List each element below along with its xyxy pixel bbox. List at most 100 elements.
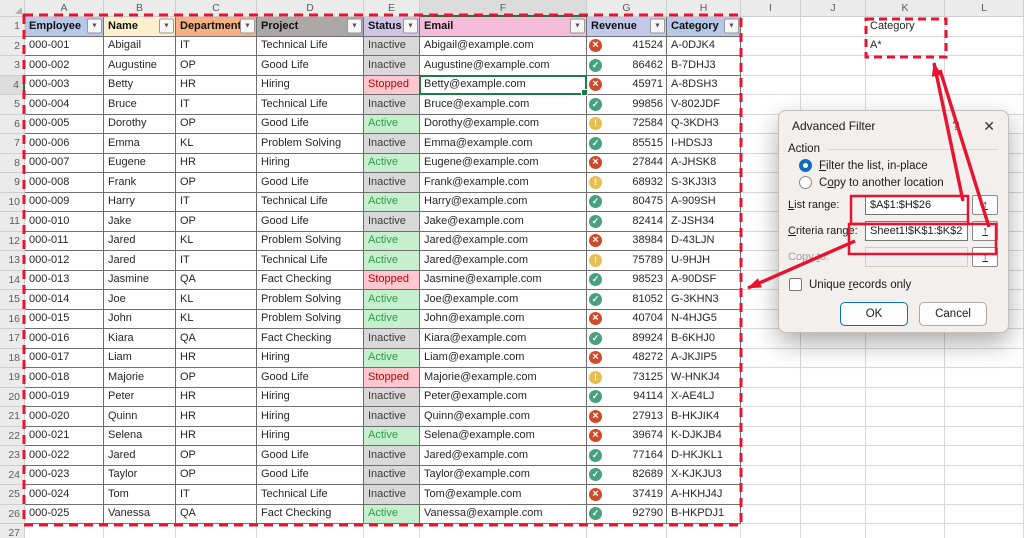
cell-email-F15[interactable]: Joe@example.com: [420, 290, 587, 310]
cell-employee-A6[interactable]: 000-005: [25, 114, 104, 134]
cell-employee-A10[interactable]: 000-009: [25, 192, 104, 212]
cell-employee-A2[interactable]: 000-001: [25, 36, 104, 56]
cell-revenue-G15[interactable]: ✓ 81052: [587, 290, 667, 310]
cell-L26[interactable]: [945, 504, 1024, 524]
cell-project-D17[interactable]: Fact Checking: [257, 329, 364, 349]
cell-status-E24[interactable]: Inactive: [364, 465, 420, 485]
cell-project-D13[interactable]: Technical Life: [257, 251, 364, 271]
cell-status-E14[interactable]: Stopped: [364, 270, 420, 290]
filter-dropdown-icon-revenue[interactable]: ▼: [650, 18, 665, 34]
cell-email-F8[interactable]: Eugene@example.com: [420, 153, 587, 173]
cell-L27[interactable]: [945, 524, 1024, 538]
cell-I3[interactable]: [741, 56, 801, 76]
column-header-e[interactable]: E: [364, 0, 420, 17]
cell-status-E11[interactable]: Inactive: [364, 212, 420, 232]
cell-status-E9[interactable]: Inactive: [364, 173, 420, 193]
cell-I24[interactable]: [741, 465, 801, 485]
cell-revenue-G22[interactable]: × 39674: [587, 426, 667, 446]
cell-department-C23[interactable]: OP: [176, 446, 257, 466]
cell-employee-A15[interactable]: 000-014: [25, 290, 104, 310]
cell-category-H14[interactable]: A-90DSF: [667, 270, 741, 290]
cell-name-B3[interactable]: Augustine: [104, 56, 176, 76]
cell-J19[interactable]: [801, 368, 866, 388]
cell-status-E17[interactable]: Inactive: [364, 329, 420, 349]
cell-K4[interactable]: [866, 75, 945, 95]
cell-G27[interactable]: [587, 524, 667, 538]
cell-L25[interactable]: [945, 485, 1024, 505]
cell-department-C24[interactable]: OP: [176, 465, 257, 485]
filter-dropdown-icon-category[interactable]: ▼: [724, 18, 739, 34]
cell-I20[interactable]: [741, 387, 801, 407]
cell-status-E12[interactable]: Active: [364, 231, 420, 251]
cell-revenue-G2[interactable]: × 41524: [587, 36, 667, 56]
cell-department-C16[interactable]: KL: [176, 309, 257, 329]
row-header-9[interactable]: 9: [0, 173, 25, 193]
cell-status-E21[interactable]: Inactive: [364, 407, 420, 427]
cell-email-F17[interactable]: Kiara@example.com: [420, 329, 587, 349]
cell-revenue-G7[interactable]: ✓ 85515: [587, 134, 667, 154]
cell-department-C3[interactable]: OP: [176, 56, 257, 76]
filter-dropdown-icon-project[interactable]: ▼: [347, 18, 362, 34]
cell-L1[interactable]: [945, 17, 1024, 37]
radio-copy-to-location[interactable]: Copy to another location: [799, 176, 998, 189]
cell-department-C21[interactable]: HR: [176, 407, 257, 427]
cell-L18[interactable]: [945, 348, 1024, 368]
cell-email-F20[interactable]: Peter@example.com: [420, 387, 587, 407]
cell-email-F13[interactable]: Jared@example.com: [420, 251, 587, 271]
cell-employee-A5[interactable]: 000-004: [25, 95, 104, 115]
cell-project-D22[interactable]: Hiring: [257, 426, 364, 446]
row-header-16[interactable]: 16: [0, 309, 25, 329]
row-header-10[interactable]: 10: [0, 192, 25, 212]
cell-category-H11[interactable]: Z-JSH34: [667, 212, 741, 232]
cell-project-D3[interactable]: Good Life: [257, 56, 364, 76]
row-header-1[interactable]: 1: [0, 17, 25, 37]
cell-revenue-G8[interactable]: × 27844: [587, 153, 667, 173]
cell-status-E7[interactable]: Inactive: [364, 134, 420, 154]
cell-K18[interactable]: [866, 348, 945, 368]
cell-email-F9[interactable]: Frank@example.com: [420, 173, 587, 193]
cell-employee-A11[interactable]: 000-010: [25, 212, 104, 232]
cell-employee-A13[interactable]: 000-012: [25, 251, 104, 271]
cell-revenue-G20[interactable]: ✓ 94114: [587, 387, 667, 407]
cell-name-B7[interactable]: Emma: [104, 134, 176, 154]
cell-email-F11[interactable]: Jake@example.com: [420, 212, 587, 232]
cell-department-C6[interactable]: OP: [176, 114, 257, 134]
cell-project-D9[interactable]: Good Life: [257, 173, 364, 193]
cell-department-C18[interactable]: HR: [176, 348, 257, 368]
cell-category-H25[interactable]: A-HKHJ4J: [667, 485, 741, 505]
filter-header-revenue[interactable]: Revenue ▼: [587, 17, 667, 37]
cell-employee-A18[interactable]: 000-017: [25, 348, 104, 368]
cell-email-F25[interactable]: Tom@example.com: [420, 485, 587, 505]
cell-category-H12[interactable]: D-43LJN: [667, 231, 741, 251]
cell-name-B9[interactable]: Frank: [104, 173, 176, 193]
cell-employee-A24[interactable]: 000-023: [25, 465, 104, 485]
cell-K24[interactable]: [866, 465, 945, 485]
cell-department-C15[interactable]: KL: [176, 290, 257, 310]
cell-project-D21[interactable]: Hiring: [257, 407, 364, 427]
cell-category-H9[interactable]: S-3KJ3I3: [667, 173, 741, 193]
cell-department-C14[interactable]: QA: [176, 270, 257, 290]
cell-employee-A8[interactable]: 000-007: [25, 153, 104, 173]
cell-department-C4[interactable]: HR: [176, 75, 257, 95]
cell-revenue-G19[interactable]: ! 73125: [587, 368, 667, 388]
cell-L21[interactable]: [945, 407, 1024, 427]
column-header-l[interactable]: L: [945, 0, 1024, 17]
cell-department-C22[interactable]: HR: [176, 426, 257, 446]
cell-status-E19[interactable]: Stopped: [364, 368, 420, 388]
cell-status-E25[interactable]: Inactive: [364, 485, 420, 505]
cell-L23[interactable]: [945, 446, 1024, 466]
cell-project-D14[interactable]: Fact Checking: [257, 270, 364, 290]
cell-revenue-G16[interactable]: × 40704: [587, 309, 667, 329]
cell-email-F10[interactable]: Harry@example.com: [420, 192, 587, 212]
criteria-range-input[interactable]: Sheet1!$K$1:$K$2: [865, 221, 969, 241]
cell-email-F16[interactable]: John@example.com: [420, 309, 587, 329]
cell-I19[interactable]: [741, 368, 801, 388]
cell-category-H17[interactable]: B-6KHJ0: [667, 329, 741, 349]
column-header-b[interactable]: B: [104, 0, 176, 17]
cell-I26[interactable]: [741, 504, 801, 524]
list-range-collapse-dialog-icon[interactable]: ↑: [972, 195, 998, 215]
cell-L19[interactable]: [945, 368, 1024, 388]
cell-J1[interactable]: [801, 17, 866, 37]
cell-category-H4[interactable]: A-8DSH3: [667, 75, 741, 95]
cell-status-E2[interactable]: Inactive: [364, 36, 420, 56]
